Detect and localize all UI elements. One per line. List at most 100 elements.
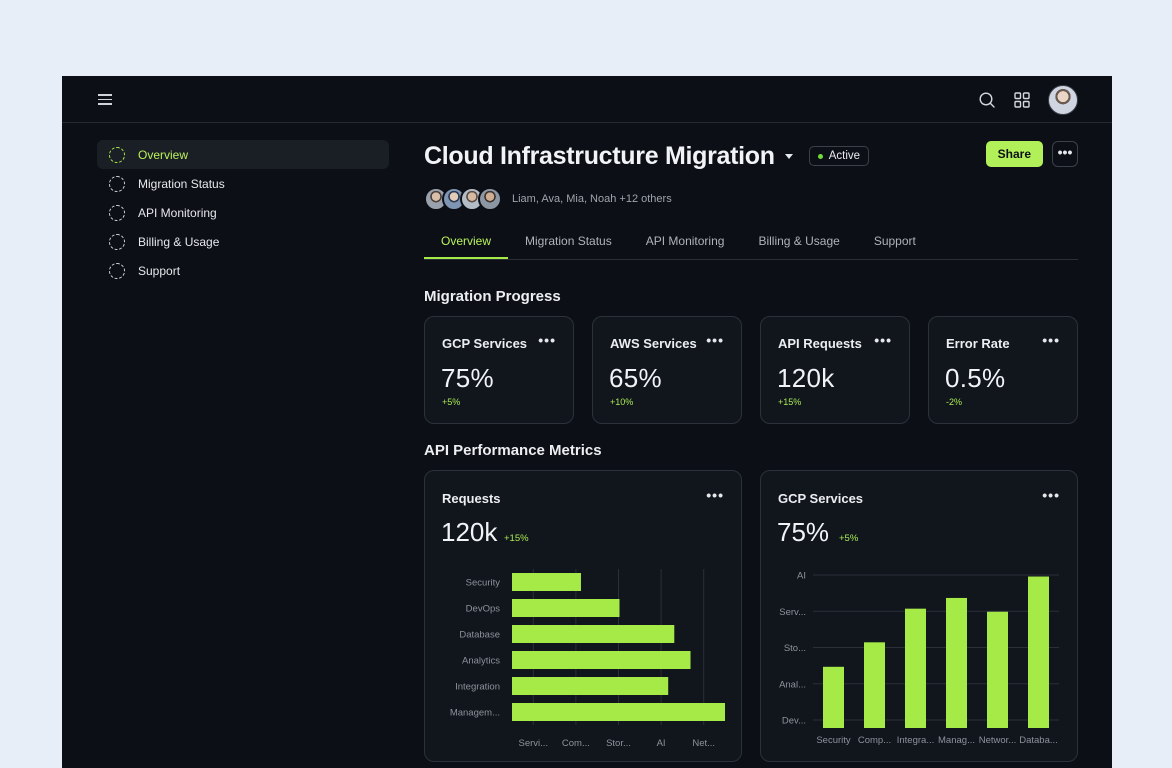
stat-card-gcp: GCP Services ••• 75% +5%	[424, 316, 574, 424]
sidebar: Overview Migration Status API Monitoring…	[97, 140, 389, 285]
bar	[512, 599, 620, 617]
requests-bar-chart: Servi... Com... Stor... AI Net... Security Dev…	[450, 569, 725, 749]
stat-value: 0.5%	[945, 363, 1006, 393]
page-title: Cloud Infrastructure Migration	[424, 141, 775, 170]
y-tick-label: Database	[459, 630, 500, 641]
dashed-circle-icon	[109, 233, 125, 250]
stat-card-api-requests: API Requests ••• 120k +15%	[760, 316, 910, 424]
stat-label: Error Rate	[946, 336, 1010, 351]
tab-migration-status[interactable]: Migration Status	[525, 234, 612, 248]
stat-label: GCP Services	[442, 336, 528, 351]
more-icon[interactable]: •••	[874, 332, 892, 348]
sidebar-item-label: Support	[138, 263, 181, 278]
gcp-bar-chart: AI Serv... Sto... Anal... Dev... Security Comp…	[779, 571, 1059, 746]
sidebar-item-api-monitoring[interactable]: API Monitoring	[97, 198, 389, 227]
y-tick-label: DevOps	[466, 604, 501, 615]
y-tick-label: Analytics	[462, 656, 500, 667]
chart-value: 120k	[441, 517, 498, 547]
stat-delta: +10%	[610, 397, 634, 407]
sidebar-item-billing[interactable]: Billing & Usage	[97, 227, 389, 256]
bar	[512, 625, 675, 643]
stat-delta: -2%	[946, 397, 963, 407]
sidebar-item-label: Overview	[138, 147, 189, 162]
stat-value: 120k	[777, 363, 835, 393]
chevron-down-icon[interactable]	[784, 153, 793, 159]
x-tick-label: Manag...	[938, 735, 975, 746]
y-tick-label: Anal...	[779, 679, 806, 690]
members-text: Liam, Ava, Mia, Noah +12 others	[512, 193, 672, 205]
x-tick-label: Integra...	[897, 735, 935, 746]
section-title-metrics: API Performance Metrics	[424, 442, 602, 459]
tab-bar: Overview Migration Status API Monitoring…	[424, 231, 1078, 260]
bar	[512, 677, 669, 695]
y-tick-label: AI	[797, 571, 806, 582]
y-tick-label: Dev...	[782, 716, 806, 727]
share-button[interactable]: Share	[985, 141, 1043, 167]
dashed-circle-icon	[109, 262, 125, 279]
status-badge: Active	[808, 146, 870, 166]
member-list[interactable]: Liam, Ava, Mia, Noah +12 others	[424, 186, 672, 212]
x-tick-label: AI	[657, 738, 666, 749]
dashed-circle-icon	[109, 204, 125, 221]
chart-delta: +15%	[504, 533, 529, 544]
more-icon[interactable]: •••	[1042, 332, 1060, 348]
more-icon[interactable]: •••	[1042, 487, 1060, 503]
user-avatar[interactable]	[1048, 85, 1078, 115]
bar	[823, 666, 844, 728]
tab-api-monitoring[interactable]: API Monitoring	[645, 234, 725, 248]
bar	[512, 651, 691, 669]
stat-label: API Requests	[778, 336, 862, 351]
chart-card-requests: Requests ••• 120k +15% Servi... Com... Sto…	[424, 470, 742, 762]
tab-billing[interactable]: Billing & Usage	[758, 234, 840, 248]
status-label: Active	[828, 150, 861, 162]
sidebar-item-support[interactable]: Support	[97, 256, 389, 285]
x-tick-label: Net...	[692, 738, 715, 749]
stat-delta: +5%	[442, 397, 461, 407]
status-dot-icon	[817, 153, 823, 159]
stat-value: 75%	[441, 363, 494, 393]
stat-value: 65%	[609, 363, 662, 393]
dashed-circle-icon	[109, 175, 125, 192]
y-tick-label: Managem...	[450, 708, 500, 719]
sidebar-item-migration-status[interactable]: Migration Status	[97, 169, 389, 198]
bar	[512, 573, 581, 591]
x-tick-label: Databa...	[1019, 735, 1058, 746]
chart-title: Requests	[442, 491, 501, 506]
y-tick-label: Integration	[455, 682, 500, 693]
sidebar-item-label: Billing & Usage	[138, 234, 220, 249]
sidebar-item-overview[interactable]: Overview	[97, 140, 389, 169]
grid-icon[interactable]	[1013, 91, 1031, 109]
stat-label: AWS Services	[610, 336, 697, 351]
tab-overview[interactable]: Overview	[424, 231, 509, 259]
member-avatar	[478, 187, 502, 211]
more-options-button[interactable]: •••	[1052, 141, 1078, 167]
more-icon[interactable]: •••	[706, 332, 724, 348]
chart-title: GCP Services	[778, 491, 864, 506]
top-bar	[62, 76, 1112, 123]
bar	[987, 611, 1008, 728]
x-tick-label: Networ...	[979, 735, 1017, 746]
y-tick-label: Security	[466, 578, 501, 589]
sidebar-item-label: API Monitoring	[138, 205, 217, 220]
more-icon[interactable]: •••	[706, 487, 724, 503]
dashed-circle-icon	[109, 146, 125, 163]
bar	[512, 703, 725, 721]
section-title-progress: Migration Progress	[424, 288, 561, 305]
x-tick-label: Security	[816, 735, 851, 746]
hamburger-icon[interactable]	[98, 94, 112, 105]
y-tick-label: Sto...	[784, 643, 806, 654]
bar	[864, 642, 885, 728]
more-icon[interactable]: •••	[538, 332, 556, 348]
title-row: Cloud Infrastructure Migration Active Sh…	[424, 140, 1078, 172]
bar	[1028, 576, 1049, 728]
chart-card-gcp: GCP Services ••• 75% +5% AI Serv... Sto...…	[760, 470, 1078, 762]
tab-support[interactable]: Support	[873, 234, 916, 248]
bar	[946, 597, 967, 728]
x-tick-label: Servi...	[519, 738, 549, 749]
stat-card-aws: AWS Services ••• 65% +10%	[592, 316, 742, 424]
y-tick-label: Serv...	[779, 607, 806, 618]
chart-delta: +5%	[839, 533, 859, 544]
search-icon[interactable]	[978, 91, 996, 109]
sidebar-item-label: Migration Status	[138, 176, 225, 191]
stat-card-error-rate: Error Rate ••• 0.5% -2%	[928, 316, 1078, 424]
